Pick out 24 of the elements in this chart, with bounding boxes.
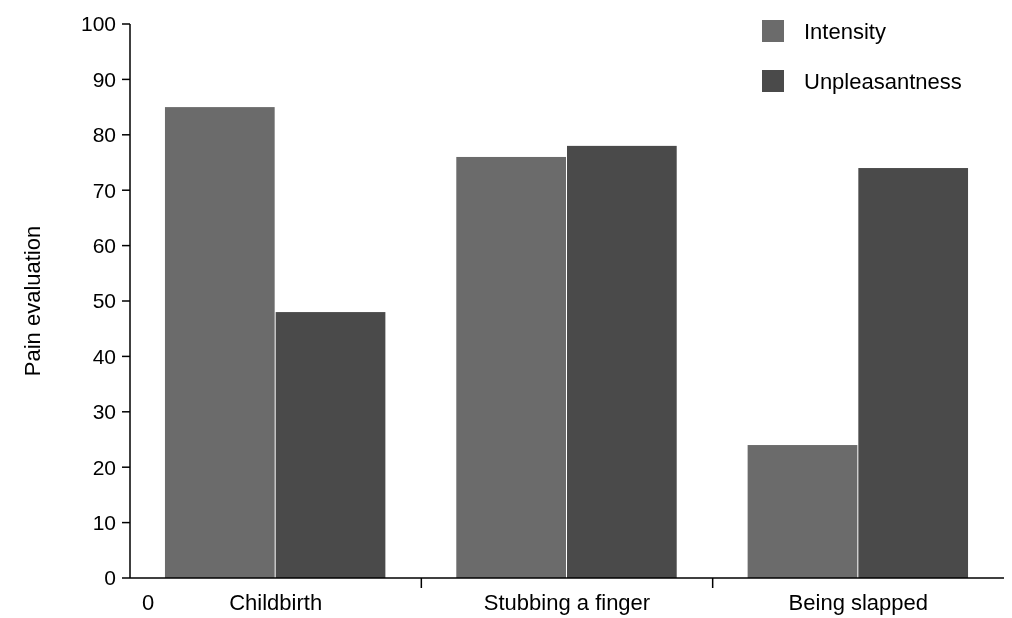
bar (567, 145, 677, 578)
x-tick-label: Being slapped (788, 590, 929, 615)
y-tick-label: 80 (92, 123, 116, 147)
y-tick-label: 30 (92, 400, 116, 424)
bar (275, 312, 386, 578)
y-tick-label: 20 (92, 455, 116, 479)
y-tick-label: 0 (104, 566, 116, 590)
x-tick-label: Stubbing a finger (483, 590, 651, 615)
y-tick-label: 60 (92, 233, 116, 257)
legend-label: Unpleasantness (804, 68, 962, 94)
y-tick-label: 40 (92, 344, 116, 368)
y-tick-label: 50 (92, 289, 116, 313)
y-tick-label: 70 (92, 178, 116, 202)
y-tick-label: 100 (80, 12, 116, 36)
text: 0 (141, 590, 155, 615)
bar (747, 445, 858, 578)
y-axis-title: Pain evaluation (20, 225, 45, 377)
y-tick-label: 10 (92, 510, 116, 534)
bar (164, 107, 275, 578)
y-tick-label: 90 (92, 67, 116, 91)
x-tick-label: Childbirth (229, 590, 323, 615)
legend-label: Intensity (804, 18, 886, 44)
bar (858, 168, 969, 578)
bar (456, 156, 566, 578)
